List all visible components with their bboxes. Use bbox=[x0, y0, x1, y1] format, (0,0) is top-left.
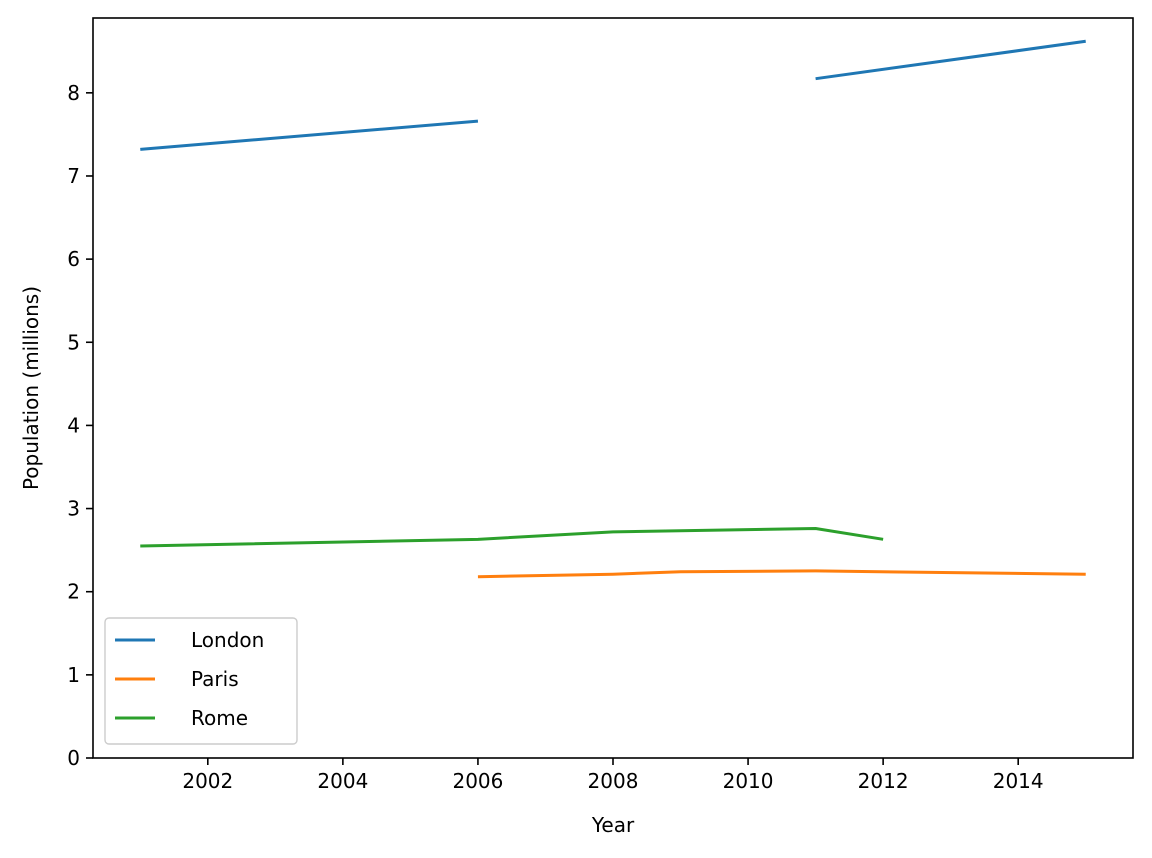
series-line-london-1 bbox=[140, 119, 479, 151]
legend-label-london: London bbox=[191, 628, 264, 652]
y-tick-label: 8 bbox=[67, 81, 80, 105]
x-tick-label: 2002 bbox=[182, 769, 233, 793]
y-tick-label: 3 bbox=[67, 497, 80, 521]
x-tick-label: 2004 bbox=[317, 769, 368, 793]
y-tick-label: 4 bbox=[67, 413, 80, 437]
series-layer bbox=[140, 39, 1086, 579]
x-axis: 2002 2004 2006 2008 2010 2012 2014 bbox=[182, 758, 1044, 793]
x-axis-label: Year bbox=[591, 813, 635, 837]
y-axis: 0 1 2 3 4 5 6 7 8 bbox=[67, 81, 93, 770]
y-tick-label: 6 bbox=[67, 247, 80, 271]
y-tick-label: 7 bbox=[67, 164, 80, 188]
legend: London Paris Rome bbox=[104, 617, 298, 745]
x-tick-label: 2010 bbox=[723, 769, 774, 793]
x-tick-label: 2014 bbox=[993, 769, 1044, 793]
legend-label-paris: Paris bbox=[191, 667, 239, 691]
legend-label-rome: Rome bbox=[191, 706, 248, 730]
y-tick-label: 1 bbox=[67, 663, 80, 687]
series-line-london-2 bbox=[815, 39, 1086, 81]
x-tick-label: 2012 bbox=[858, 769, 909, 793]
series-line-paris-1 bbox=[477, 569, 1086, 579]
y-tick-label: 5 bbox=[67, 330, 80, 354]
y-tick-label: 2 bbox=[67, 580, 80, 604]
y-tick-label: 0 bbox=[67, 746, 80, 770]
legend-box bbox=[104, 617, 298, 745]
series-line-rome-1 bbox=[140, 527, 884, 548]
x-tick-label: 2008 bbox=[588, 769, 639, 793]
x-tick-label: 2006 bbox=[452, 769, 503, 793]
y-axis-label: Population (millions) bbox=[19, 286, 43, 490]
